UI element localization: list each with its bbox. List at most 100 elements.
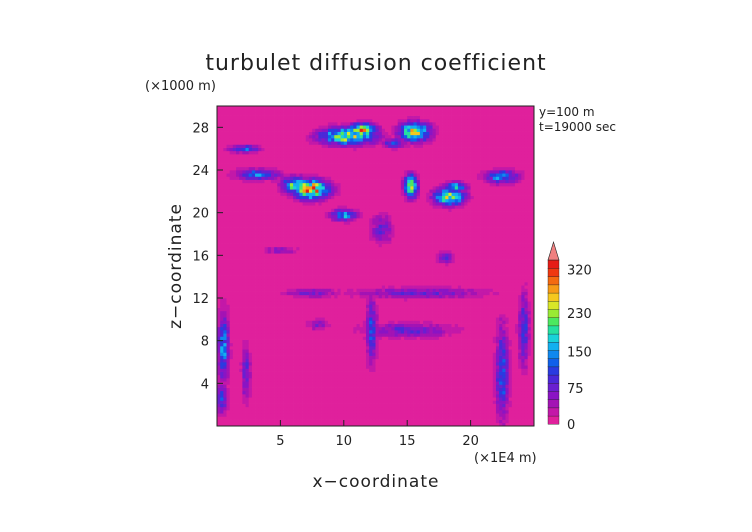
heatmap-cell [296, 266, 300, 270]
heatmap-cell [499, 374, 503, 379]
heatmap-cell [426, 282, 430, 286]
heatmap-cell [381, 387, 386, 392]
heatmap-cell [375, 288, 380, 292]
heatmap-cell [343, 269, 348, 273]
heatmap-cell [448, 333, 452, 337]
heatmap-cell [220, 317, 224, 321]
heatmap-cell [302, 282, 307, 286]
heatmap-cell [270, 368, 275, 372]
heatmap-cell [381, 330, 386, 334]
heatmap-cell [251, 371, 256, 376]
heatmap-cell [277, 422, 281, 427]
heatmap-cell [423, 368, 427, 372]
heatmap-cell [331, 314, 335, 318]
heatmap-cell [308, 336, 313, 340]
heatmap-cell [489, 403, 494, 408]
heatmap-cell [299, 301, 303, 305]
heatmap-cell [448, 301, 452, 305]
heatmap-cell [277, 282, 281, 286]
heatmap-cell [239, 307, 243, 312]
heatmap-cell [251, 381, 256, 385]
heatmap-cell [502, 349, 506, 353]
heatmap-cell [518, 406, 522, 411]
heatmap-cell [448, 330, 452, 334]
heatmap-cell [445, 314, 449, 318]
heatmap-cell [220, 365, 224, 369]
heatmap-cell [270, 371, 275, 376]
heatmap-cell [255, 275, 259, 280]
heatmap-cell [318, 278, 322, 283]
heatmap-cell [245, 406, 250, 411]
heatmap-cell [346, 358, 351, 363]
heatmap-cell [397, 403, 402, 408]
heatmap-cell [305, 346, 310, 350]
heatmap-cell [404, 368, 408, 372]
heatmap-cell [315, 298, 319, 302]
heatmap-cell [530, 307, 535, 312]
heatmap-cell [229, 298, 234, 302]
heatmap-cell [350, 410, 354, 414]
heatmap-cell [419, 406, 424, 411]
heatmap-cell [293, 323, 297, 328]
heatmap-cell [229, 371, 234, 376]
heatmap-cell [385, 400, 389, 404]
heatmap-cell [312, 349, 316, 353]
heatmap-cell [495, 400, 500, 404]
heatmap-cell [286, 349, 291, 353]
heatmap-cell [327, 333, 332, 337]
heatmap-cell [217, 291, 221, 296]
heatmap-cell [293, 346, 297, 350]
heatmap-cell [407, 419, 411, 424]
heatmap-cell [454, 342, 459, 347]
heatmap-cell [407, 326, 411, 331]
heatmap-cell [524, 323, 529, 328]
heatmap-cell [251, 387, 256, 392]
heatmap-cell [407, 282, 411, 286]
heatmap-cell [283, 419, 288, 424]
heatmap-cell [296, 355, 300, 360]
heatmap-cell [359, 410, 364, 414]
heatmap-cell [315, 294, 319, 299]
heatmap-cell [312, 291, 316, 296]
heatmap-cell [514, 422, 519, 427]
heatmap-cell [518, 397, 522, 401]
heatmap-cell [483, 278, 487, 283]
heatmap-cell [508, 336, 513, 340]
heatmap-cell [530, 288, 535, 292]
heatmap-cell [385, 291, 389, 296]
heatmap-cell [480, 342, 484, 347]
heatmap-cell [318, 371, 322, 376]
heatmap-cell [248, 416, 253, 420]
heatmap-cell [457, 410, 462, 414]
heatmap-cell [229, 422, 234, 427]
heatmap-cell [372, 410, 376, 414]
heatmap-cell [464, 394, 468, 398]
heatmap-cell [270, 298, 275, 302]
heatmap-cell [476, 346, 481, 350]
heatmap-cell [264, 304, 269, 308]
heatmap-cell [470, 346, 475, 350]
heatmap-cell [407, 413, 411, 417]
heatmap-cell [378, 323, 383, 328]
heatmap-cell [239, 269, 243, 273]
heatmap-cell [499, 307, 503, 312]
heatmap-cell [334, 422, 338, 427]
heatmap-cell [299, 272, 303, 276]
heatmap-cell [480, 390, 484, 395]
heatmap-cell [385, 342, 389, 347]
heatmap-cell [489, 336, 494, 340]
heatmap-cell [467, 291, 471, 296]
heatmap-cell [232, 339, 237, 344]
heatmap-cell [229, 410, 234, 414]
heatmap-cell [524, 394, 529, 398]
heatmap-cell [448, 390, 452, 395]
heatmap-cell [315, 416, 319, 420]
heatmap-cell [467, 346, 471, 350]
heatmap-cell [324, 275, 329, 280]
heatmap-cell [217, 342, 221, 347]
heatmap-cell [255, 419, 259, 424]
heatmap-cell [511, 390, 516, 395]
heatmap-cell [353, 298, 357, 302]
heatmap-cell [457, 355, 462, 360]
heatmap-cell [245, 381, 250, 385]
